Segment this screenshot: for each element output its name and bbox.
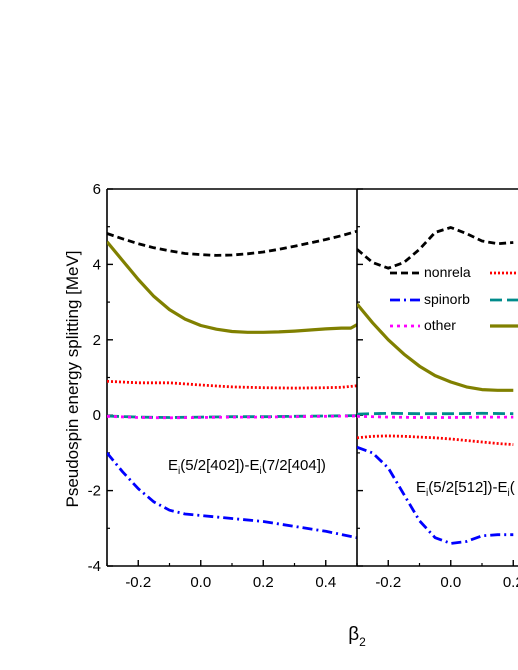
series-line-rela	[357, 434, 514, 446]
y-tick-label: 4	[93, 256, 101, 273]
annotation-part: i	[259, 466, 261, 477]
x-axis-title-base: β	[348, 624, 359, 645]
series-line-ps	[357, 411, 514, 416]
x-tick-label: 0.0	[190, 574, 211, 591]
x-tick-label: -0.2	[375, 574, 401, 591]
x-tick-label: 0.4	[315, 574, 336, 591]
series-line-nonrela	[357, 226, 514, 270]
legend-label-other: other	[424, 317, 456, 333]
annotation-part: (	[510, 479, 515, 496]
annotation-part: (5/2[512])-E	[428, 479, 507, 496]
y-tick-label: -4	[88, 558, 101, 575]
panel-2-annotation: Ei(5/2[512])-Ei(	[416, 479, 515, 499]
series-line-spinorb	[357, 445, 514, 545]
y-axis-title: Pseudospin energy splitting [MeV]	[63, 250, 82, 507]
y-tick-label: 0	[93, 407, 101, 424]
annotation-part: i	[178, 466, 180, 477]
legend: nonrela spinorb other	[390, 264, 518, 333]
x-tick-label: -0.2	[125, 574, 151, 591]
annotation-part: i	[507, 488, 509, 499]
legend-label-spinorb: spinorb	[424, 291, 470, 307]
annotation-part: (5/2[402])-E	[180, 457, 259, 474]
annotation-part: E	[168, 457, 178, 474]
series-line-spinorb	[107, 452, 357, 540]
series-line-sum	[107, 240, 357, 334]
panel-2-series	[357, 226, 514, 545]
x-tick-label: 0.0	[440, 574, 461, 591]
annotation-part: (7/2[404])	[262, 457, 326, 474]
series-line-rela	[107, 379, 357, 390]
x-tick-label: 0.2	[253, 574, 274, 591]
series-line-ps	[107, 414, 357, 419]
legend-label-nonrela: nonrela	[424, 264, 471, 280]
series-line-sum	[357, 302, 514, 392]
panel-2: -0.20.00.2Ei(5/2[512])-Ei(	[356, 188, 518, 591]
y-tick-label: 2	[93, 332, 101, 349]
annotation-part: E	[416, 479, 426, 496]
x-axis-title: β2	[348, 624, 366, 649]
y-tick-label: 6	[93, 181, 101, 198]
y-tick-label: -2	[88, 483, 101, 500]
annotation-part: i	[426, 488, 428, 499]
panel-1-annotation: Ei(5/2[402])-Ei(7/2[404])	[168, 457, 326, 477]
panel-1-series	[107, 229, 357, 540]
series-line-other	[357, 414, 514, 419]
x-tick-label: 0.2	[503, 574, 518, 591]
x-axis-title-subscript: 2	[359, 635, 366, 649]
series-line-nonrela	[107, 229, 357, 257]
